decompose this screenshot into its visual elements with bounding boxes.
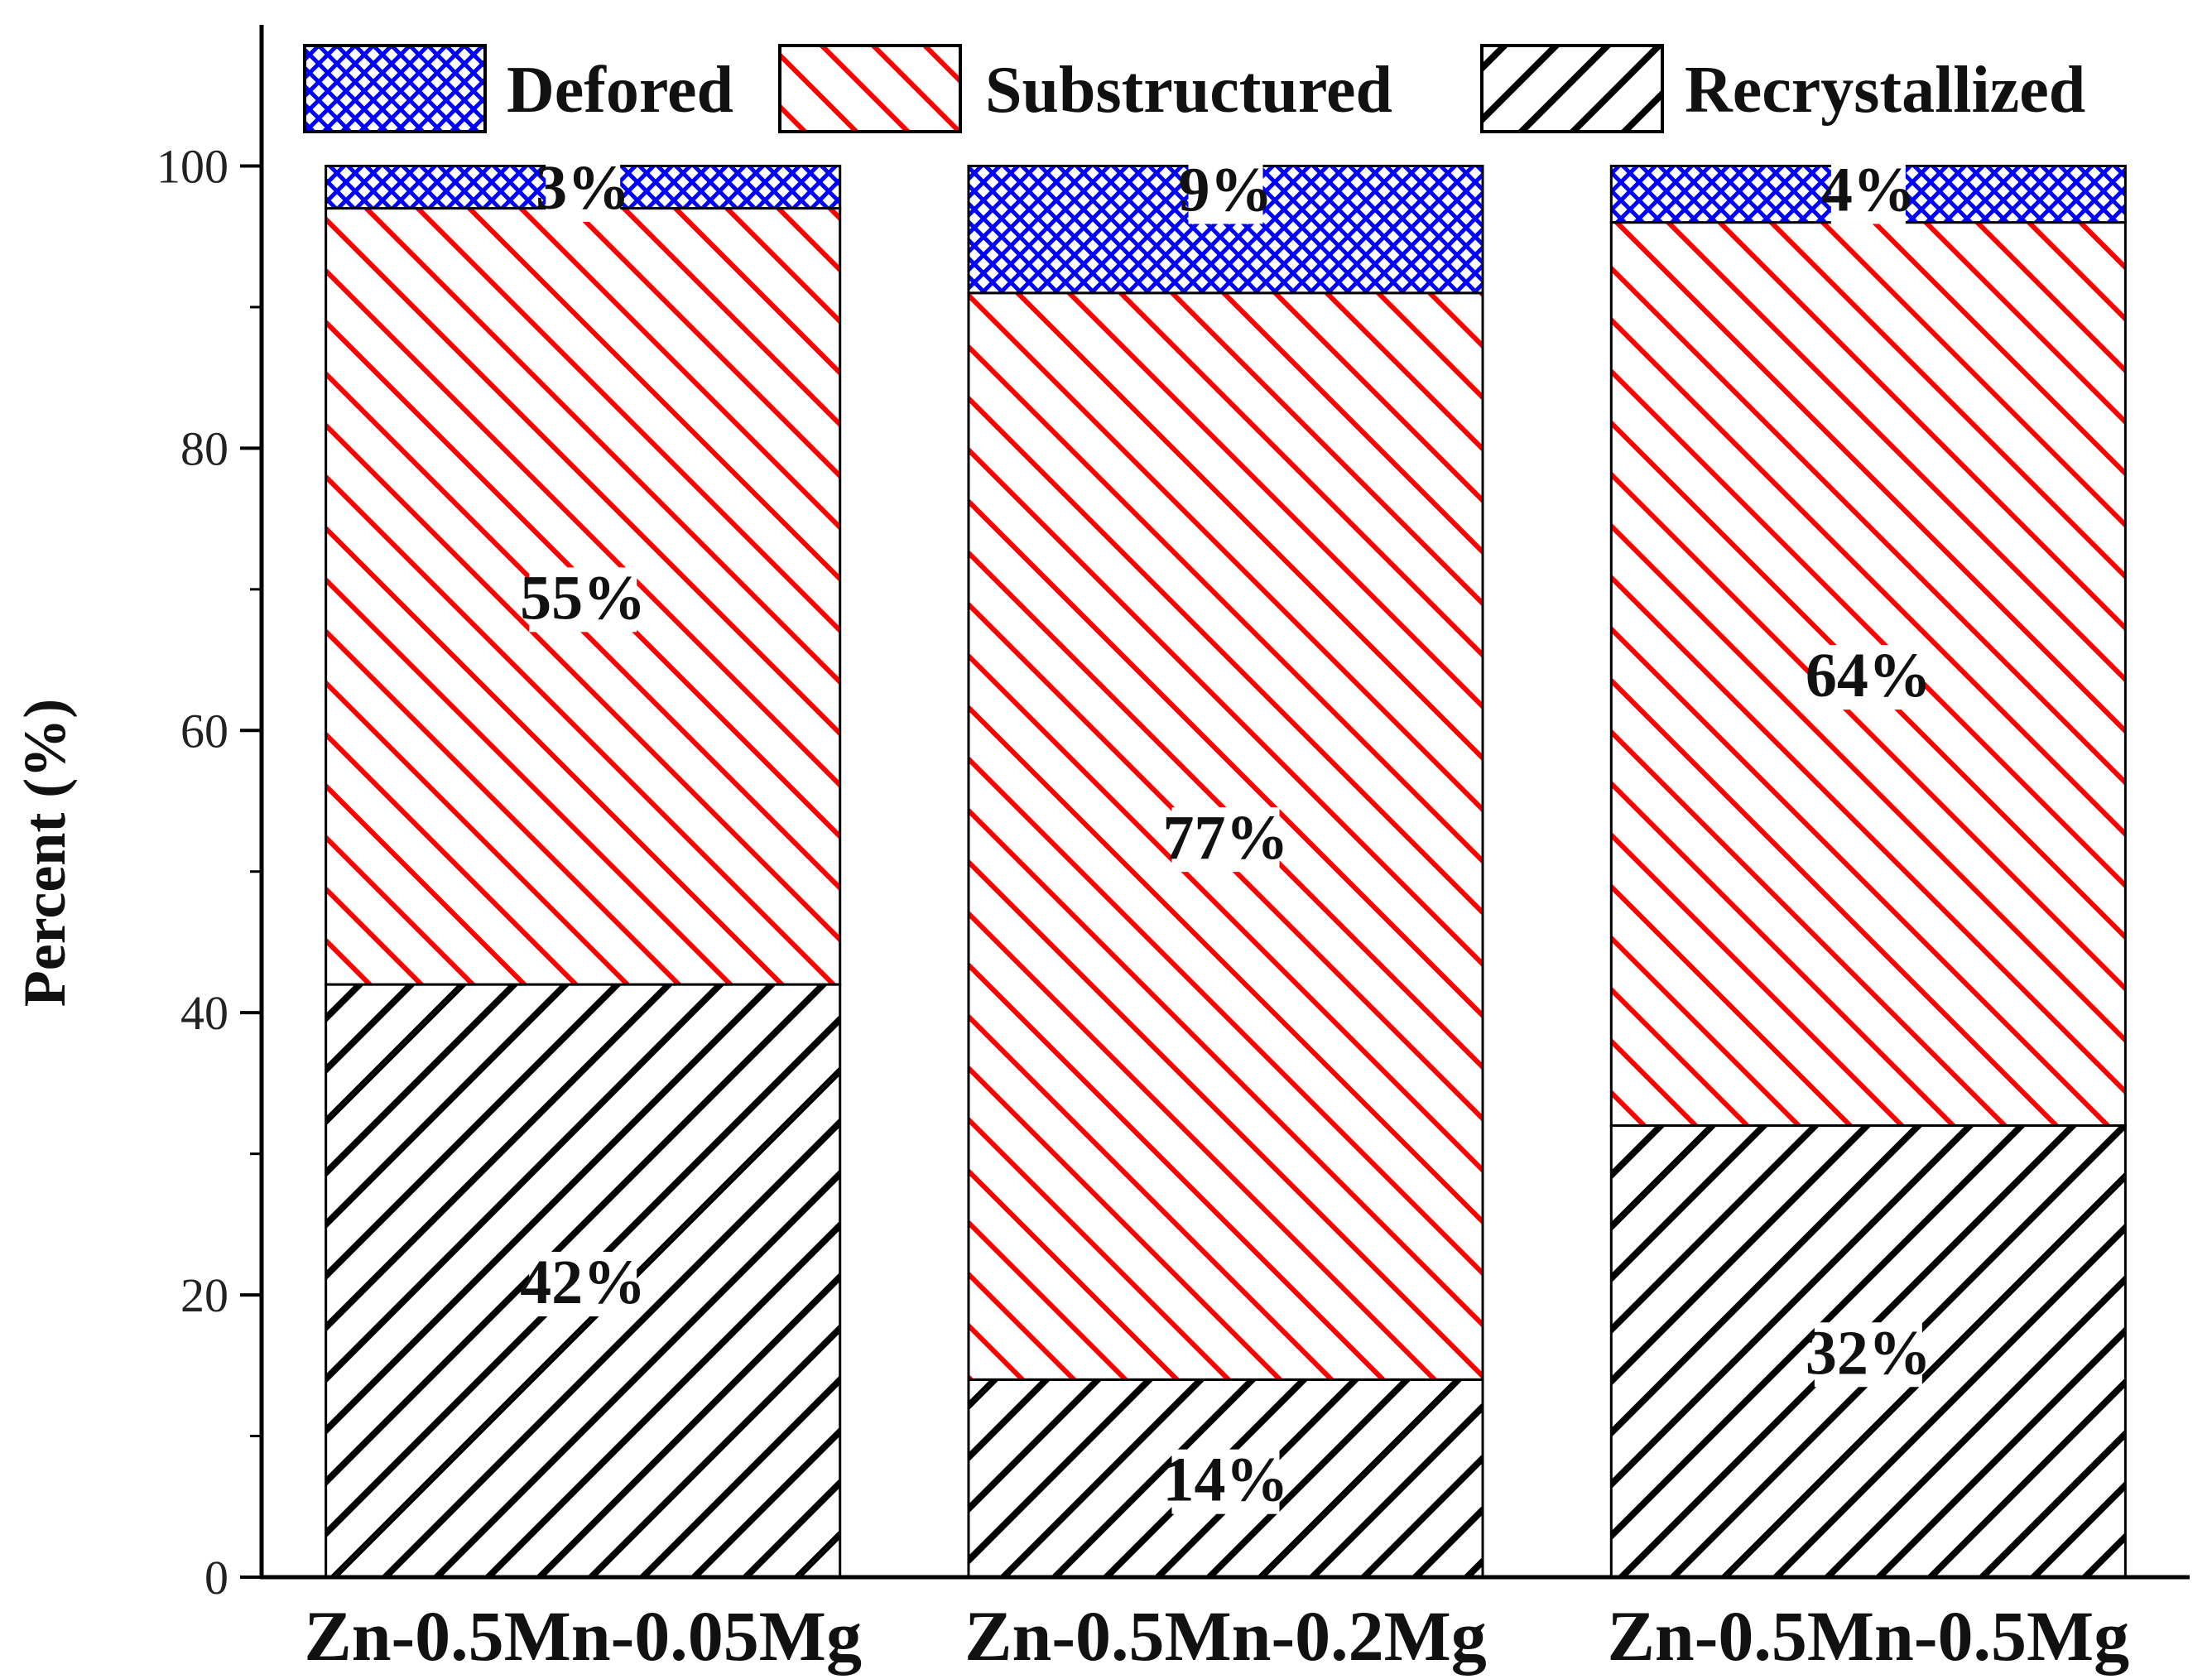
legend-swatch-defored [303,44,487,133]
x-tick-label-2: Zn-0.5Mn-0.2Mg [964,1596,1487,1676]
legend-label-substructured: Substructured [985,54,1392,127]
data-label-substructured-2: 77% [1163,803,1289,873]
legend-swatch-recrystallized [1480,44,1664,133]
data-label-defored-1: 3% [536,153,630,223]
data-label-bg-recrystallized-1 [529,1252,637,1317]
data-label-bg-substructured-2 [1171,807,1280,873]
y-tick-label-100: 100 [156,139,228,193]
data-label-bg-defored-2 [1188,159,1263,224]
data-label-bg-recrystallized-3 [1814,1322,1922,1388]
data-label-recrystallized-2: 14% [1163,1446,1289,1515]
y-tick-label-80: 80 [180,421,228,475]
data-label-substructured-3: 64% [1806,641,1931,710]
y-tick-label-0: 0 [204,1551,228,1604]
x-tick-label-1: Zn-0.5Mn-0.05Mg [304,1596,862,1676]
x-tick-label-3: Zn-0.5Mn-0.5Mg [1608,1596,2130,1676]
data-label-bg-recrystallized-2 [1171,1449,1280,1514]
data-label-defored-3: 4% [1821,155,1916,224]
data-label-bg-defored-3 [1830,159,1906,224]
legend: Defored Substructured Recrystallized [303,44,2085,133]
legend-label-defored: Defored [507,54,733,127]
y-tick-label-60: 60 [180,704,228,758]
data-label-defored-2: 9% [1179,155,1273,224]
axes: Zn-0.5Mn-0.05Mg Zn-0.5Mn-0.2Mg Zn-0.5Mn-0.… [156,25,2190,1676]
data-label-recrystallized-1: 42% [520,1248,646,1317]
data-label-bg-substructured-1 [529,567,637,633]
y-tick-label-40: 40 [180,986,228,1040]
data-label-bg-substructured-3 [1814,645,1922,710]
data-label-recrystallized-3: 32% [1806,1318,1931,1388]
data-label-substructured-1: 55% [520,563,646,633]
y-tick-label-20: 20 [180,1268,228,1322]
data-labels: 42% 55% 3% 14% 77% 9% 32% 64% 4% [520,153,1931,1515]
legend-swatch-substructured [778,44,962,133]
data-label-bg-defored-1 [546,157,621,223]
y-axis-title: Percent (%) [12,699,78,1007]
legend-label-recrystallized: Recrystallized [1685,54,2085,127]
